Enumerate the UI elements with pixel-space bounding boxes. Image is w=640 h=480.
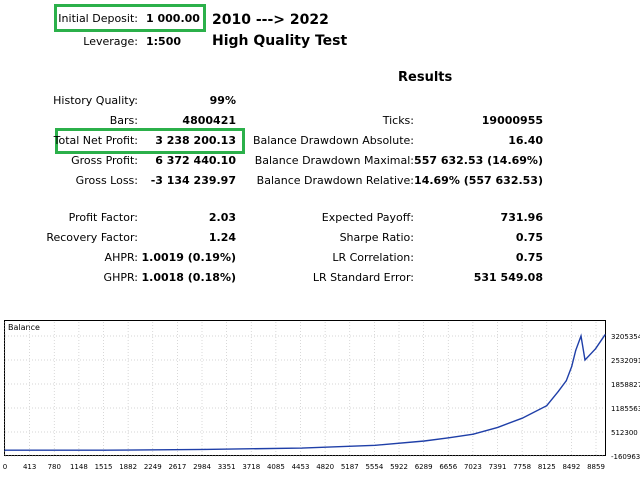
total-net-profit-label: Total Net Profit: bbox=[53, 134, 138, 147]
balance-point bbox=[204, 448, 206, 450]
chart-title: Balance bbox=[8, 323, 40, 332]
balance-point bbox=[580, 335, 582, 337]
x-tick-label: 5187 bbox=[341, 463, 359, 471]
x-tick-label: 2249 bbox=[144, 463, 162, 471]
balance-point bbox=[584, 359, 586, 361]
balance-dd-maximal-label: Balance Drawdown Maximal: bbox=[254, 154, 414, 167]
history-quality-value: 99% bbox=[209, 94, 236, 107]
y-tick-label: 2532091 bbox=[611, 357, 640, 365]
x-tick-label: 2617 bbox=[168, 463, 186, 471]
balance-point bbox=[521, 417, 523, 419]
balance-series-line bbox=[5, 333, 606, 451]
x-tick-label: 3718 bbox=[242, 463, 260, 471]
balance-dd-absolute-label: Balance Drawdown Absolute: bbox=[252, 134, 414, 147]
lr-correlation-value: 0.75 bbox=[515, 251, 543, 264]
balance-dd-relative-value: 14.69% (557 632.53) bbox=[414, 174, 543, 187]
x-tick-label: 1882 bbox=[119, 463, 137, 471]
ticks-label: Ticks: bbox=[382, 114, 414, 127]
x-tick-label: 0 bbox=[3, 463, 7, 471]
recovery-factor-value: 1.24 bbox=[208, 231, 236, 244]
lr-standard-error-value: 531 549.08 bbox=[473, 271, 543, 284]
gross-loss-label: Gross Loss: bbox=[75, 174, 138, 187]
x-tick-label: 8492 bbox=[562, 463, 580, 471]
leverage-label: Leverage: bbox=[83, 35, 138, 48]
y-tick-label: 1185563 bbox=[611, 405, 640, 413]
balance-point bbox=[604, 334, 606, 336]
recovery-factor-label: Recovery Factor: bbox=[46, 231, 138, 244]
balance-chart: Balance bbox=[4, 320, 606, 456]
balance-point bbox=[497, 426, 499, 429]
gross-profit-label: Gross Profit: bbox=[71, 154, 138, 167]
gross-profit-value: 6 372 440.10 bbox=[155, 154, 236, 167]
x-tick-label: 7758 bbox=[513, 463, 531, 471]
x-tick-label: 8125 bbox=[538, 463, 556, 471]
ghpr-label: GHPR: bbox=[103, 271, 138, 284]
sharpe-ratio-value: 0.75 bbox=[515, 231, 543, 244]
initial-deposit-value: 1 000.00 bbox=[146, 12, 200, 25]
expected-payoff-label: Expected Payoff: bbox=[321, 211, 414, 224]
x-tick-label: 8859 bbox=[587, 463, 605, 471]
balance-point bbox=[557, 390, 559, 393]
x-tick-label: 4085 bbox=[267, 463, 285, 471]
expected-payoff-value: 731.96 bbox=[500, 211, 543, 224]
x-tick-label: 413 bbox=[23, 463, 36, 471]
total-net-profit-value: 3 238 200.13 bbox=[155, 134, 236, 147]
x-tick-label: 5922 bbox=[390, 463, 408, 471]
bars-label: Bars: bbox=[109, 114, 138, 127]
x-tick-label: 3351 bbox=[218, 463, 236, 471]
y-tick-label: 1858827 bbox=[611, 381, 640, 389]
gross-loss-value: -3 134 239.97 bbox=[150, 174, 236, 187]
results-title: Results bbox=[398, 70, 453, 85]
profit-factor-value: 2.03 bbox=[208, 211, 236, 224]
balance-point bbox=[4, 449, 6, 451]
x-tick-label: 1515 bbox=[95, 463, 113, 471]
x-tick-label: 5554 bbox=[365, 463, 383, 471]
initial-deposit-label: Initial Deposit: bbox=[58, 12, 138, 25]
ticks-value: 19000955 bbox=[481, 114, 543, 127]
x-tick-label: 1148 bbox=[70, 463, 88, 471]
net-profit-highlight bbox=[55, 128, 245, 154]
balance-point bbox=[301, 447, 303, 449]
x-tick-label: 2984 bbox=[193, 463, 211, 471]
y-tick-label: 512300 bbox=[611, 429, 638, 437]
balance-point bbox=[448, 437, 450, 439]
balance-point bbox=[472, 433, 474, 435]
ghpr-value: 1.0018 (0.18%) bbox=[141, 271, 237, 284]
balance-dd-absolute-value: 16.40 bbox=[508, 134, 543, 147]
history-quality-label: History Quality: bbox=[53, 94, 138, 107]
balance-point bbox=[565, 380, 567, 382]
y-tick-label: -160963 bbox=[611, 453, 640, 461]
balance-point bbox=[374, 444, 376, 446]
balance-point bbox=[546, 405, 548, 407]
period-title: 2010 ---> 2022 bbox=[212, 12, 329, 28]
x-tick-label: 7023 bbox=[464, 463, 482, 471]
balance-point bbox=[571, 365, 573, 368]
ahpr-value: 1.0019 (0.19%) bbox=[141, 251, 237, 264]
x-tick-label: 6656 bbox=[439, 463, 457, 471]
x-tick-label: 7391 bbox=[489, 463, 507, 471]
bars-value: 4800421 bbox=[182, 114, 236, 127]
balance-dd-maximal-value: 557 632.53 (14.69%) bbox=[414, 154, 543, 167]
balance-point bbox=[595, 348, 597, 350]
test-subtitle: High Quality Test bbox=[212, 33, 348, 49]
x-tick-label: 4820 bbox=[316, 463, 334, 471]
x-tick-label: 780 bbox=[48, 463, 61, 471]
ahpr-label: AHPR: bbox=[104, 251, 138, 264]
sharpe-ratio-label: Sharpe Ratio: bbox=[339, 231, 414, 244]
y-tick-label: 3205354 bbox=[611, 333, 640, 341]
balance-dd-relative-label: Balance Drawdown Relative: bbox=[256, 174, 414, 187]
leverage-value: 1:500 bbox=[146, 35, 182, 48]
x-tick-label: 6289 bbox=[415, 463, 433, 471]
balance-point bbox=[575, 349, 577, 352]
profit-factor-label: Profit Factor: bbox=[68, 211, 138, 224]
initial-deposit-highlight bbox=[54, 4, 206, 32]
lr-standard-error-label: LR Standard Error: bbox=[312, 271, 414, 284]
balance-point bbox=[104, 449, 106, 451]
lr-correlation-label: LR Correlation: bbox=[332, 251, 414, 264]
x-tick-label: 4453 bbox=[292, 463, 310, 471]
balance-point bbox=[423, 440, 425, 442]
